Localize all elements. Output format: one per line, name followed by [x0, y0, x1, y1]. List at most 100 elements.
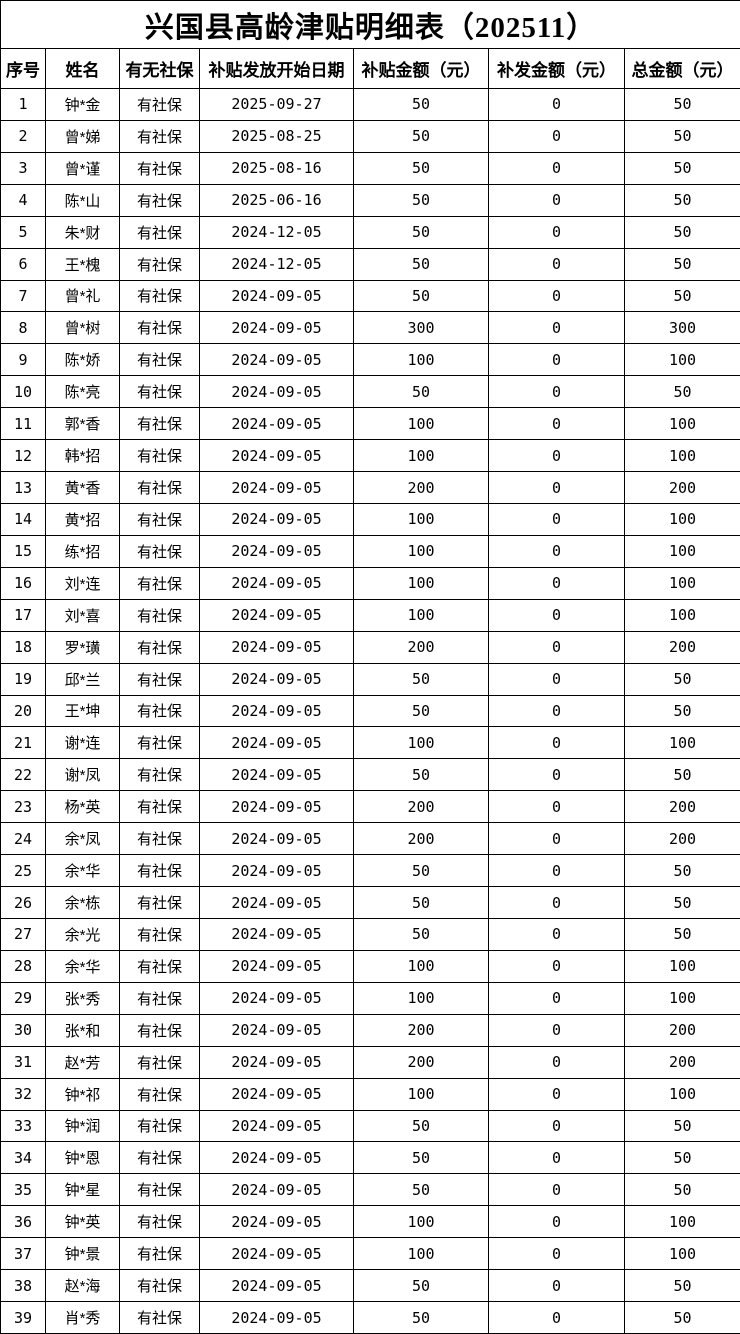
- table-cell: 50: [623, 151, 740, 185]
- table-cell: 2024-09-05: [199, 279, 354, 313]
- table-cell: 有社保: [119, 375, 200, 409]
- table-cell: 2024-09-05: [199, 375, 354, 409]
- table-row: 36 钟*英 有社保 2024-09-05 100 0 100: [0, 1205, 740, 1239]
- table-row: 26 余*栋 有社保 2024-09-05 50 0 50: [0, 886, 740, 919]
- table-cell: 陈*亮: [45, 375, 120, 409]
- table-cell: 7: [0, 279, 46, 313]
- table-cell: 2024-12-05: [199, 247, 354, 281]
- table-cell: 0: [488, 183, 625, 217]
- table-cell: 2024-09-05: [199, 502, 354, 536]
- table-cell: 曾*娣: [45, 119, 120, 153]
- table-cell: 50: [353, 917, 489, 951]
- table-cell: 200: [353, 790, 489, 824]
- table-cell: 200: [623, 1045, 740, 1079]
- table-cell: 2: [0, 119, 46, 153]
- table-cell: 300: [353, 311, 489, 345]
- table-cell: 0: [488, 662, 625, 696]
- table-cell: 100: [353, 1237, 489, 1271]
- table-cell: 2024-09-05: [199, 790, 354, 824]
- table-cell: 2024-09-05: [199, 694, 354, 728]
- table-row: 28 余*华 有社保 2024-09-05 100 0 100: [0, 949, 740, 983]
- table-cell: 有社保: [119, 981, 200, 1015]
- table-cell: 11: [0, 407, 46, 441]
- table-cell: 2024-12-05: [199, 215, 354, 249]
- table-cell: 有社保: [119, 886, 200, 919]
- table-cell: 刘*连: [45, 566, 120, 600]
- table-row: 7 曾*礼 有社保 2024-09-05 50 0 50: [0, 279, 740, 313]
- table-cell: 0: [488, 311, 625, 345]
- table-row: 39 肖*秀 有社保 2024-09-05 50 0 50: [0, 1301, 740, 1334]
- table-cell: 15: [0, 534, 46, 568]
- table-cell: 50: [623, 917, 740, 951]
- table-cell: 有社保: [119, 854, 200, 888]
- table-cell: 19: [0, 662, 46, 696]
- table-cell: 2024-09-05: [199, 917, 354, 951]
- table-cell: 4: [0, 183, 46, 217]
- table-cell: 100: [623, 439, 740, 473]
- table-cell: 有社保: [119, 598, 200, 632]
- page-title: 兴国县高龄津贴明细表（202511）: [0, 0, 740, 49]
- table-cell: 200: [353, 1013, 489, 1047]
- table-cell: 50: [353, 215, 489, 249]
- table-row: 6 王*槐 有社保 2024-12-05 50 0 50: [0, 247, 740, 281]
- table-cell: 2024-09-05: [199, 630, 354, 664]
- column-header: 总金额（元）: [623, 48, 740, 89]
- table-row: 11 郭*香 有社保 2024-09-05 100 0 100: [0, 407, 740, 441]
- table-cell: 有社保: [119, 694, 200, 728]
- table-cell: 有社保: [119, 502, 200, 536]
- table-cell: 有社保: [119, 1237, 200, 1271]
- table-cell: 刘*喜: [45, 598, 120, 632]
- table-cell: 50: [353, 1141, 489, 1175]
- table-cell: 100: [623, 598, 740, 632]
- table-cell: 0: [488, 917, 625, 951]
- table-cell: 0: [488, 1205, 625, 1239]
- column-header: 补贴发放开始日期: [199, 48, 354, 89]
- table-row: 35 钟*星 有社保 2024-09-05 50 0 50: [0, 1173, 740, 1207]
- table-cell: 36: [0, 1205, 46, 1239]
- table-cell: 0: [488, 886, 625, 919]
- table-cell: 33: [0, 1109, 46, 1143]
- table-cell: 杨*英: [45, 790, 120, 824]
- table-row: 12 韩*招 有社保 2024-09-05 100 0 100: [0, 439, 740, 473]
- table-cell: 有社保: [119, 215, 200, 249]
- table-cell: 100: [623, 407, 740, 441]
- table-cell: 2024-09-05: [199, 758, 354, 792]
- table-cell: 有社保: [119, 822, 200, 856]
- table-cell: 50: [623, 854, 740, 888]
- table-cell: 100: [623, 343, 740, 377]
- table-cell: 2024-09-05: [199, 471, 354, 504]
- table-cell: 有社保: [119, 471, 200, 504]
- table-cell: 0: [488, 471, 625, 504]
- table-cell: 有社保: [119, 183, 200, 217]
- table-cell: 曾*谨: [45, 151, 120, 185]
- table-cell: 20: [0, 694, 46, 728]
- table-cell: 朱*财: [45, 215, 120, 249]
- table-cell: 100: [623, 1077, 740, 1111]
- table-cell: 24: [0, 822, 46, 856]
- table-row: 4 陈*山 有社保 2025-06-16 50 0 50: [0, 183, 740, 217]
- table-cell: 钟*恩: [45, 1141, 120, 1175]
- table-cell: 50: [353, 886, 489, 919]
- table-cell: 2025-06-16: [199, 183, 354, 217]
- table-cell: 0: [488, 215, 625, 249]
- table-row: 30 张*和 有社保 2024-09-05 200 0 200: [0, 1013, 740, 1047]
- table-row: 25 余*华 有社保 2024-09-05 50 0 50: [0, 854, 740, 888]
- table-cell: 9: [0, 343, 46, 377]
- table-cell: 有社保: [119, 917, 200, 951]
- table-cell: 谢*凤: [45, 758, 120, 792]
- table-cell: 37: [0, 1237, 46, 1271]
- table-row: 15 练*招 有社保 2024-09-05 100 0 100: [0, 534, 740, 568]
- table-cell: 50: [623, 119, 740, 153]
- table-cell: 2024-09-05: [199, 1013, 354, 1047]
- table-cell: 50: [623, 694, 740, 728]
- table-cell: 100: [623, 949, 740, 983]
- table-cell: 王*坤: [45, 694, 120, 728]
- table-cell: 1: [0, 88, 46, 121]
- table-cell: 有社保: [119, 439, 200, 473]
- table-cell: 50: [353, 1269, 489, 1303]
- table-cell: 26: [0, 886, 46, 919]
- table-cell: 有社保: [119, 949, 200, 983]
- table-cell: 12: [0, 439, 46, 473]
- table-row: 34 钟*恩 有社保 2024-09-05 50 0 50: [0, 1141, 740, 1175]
- table-cell: 0: [488, 981, 625, 1015]
